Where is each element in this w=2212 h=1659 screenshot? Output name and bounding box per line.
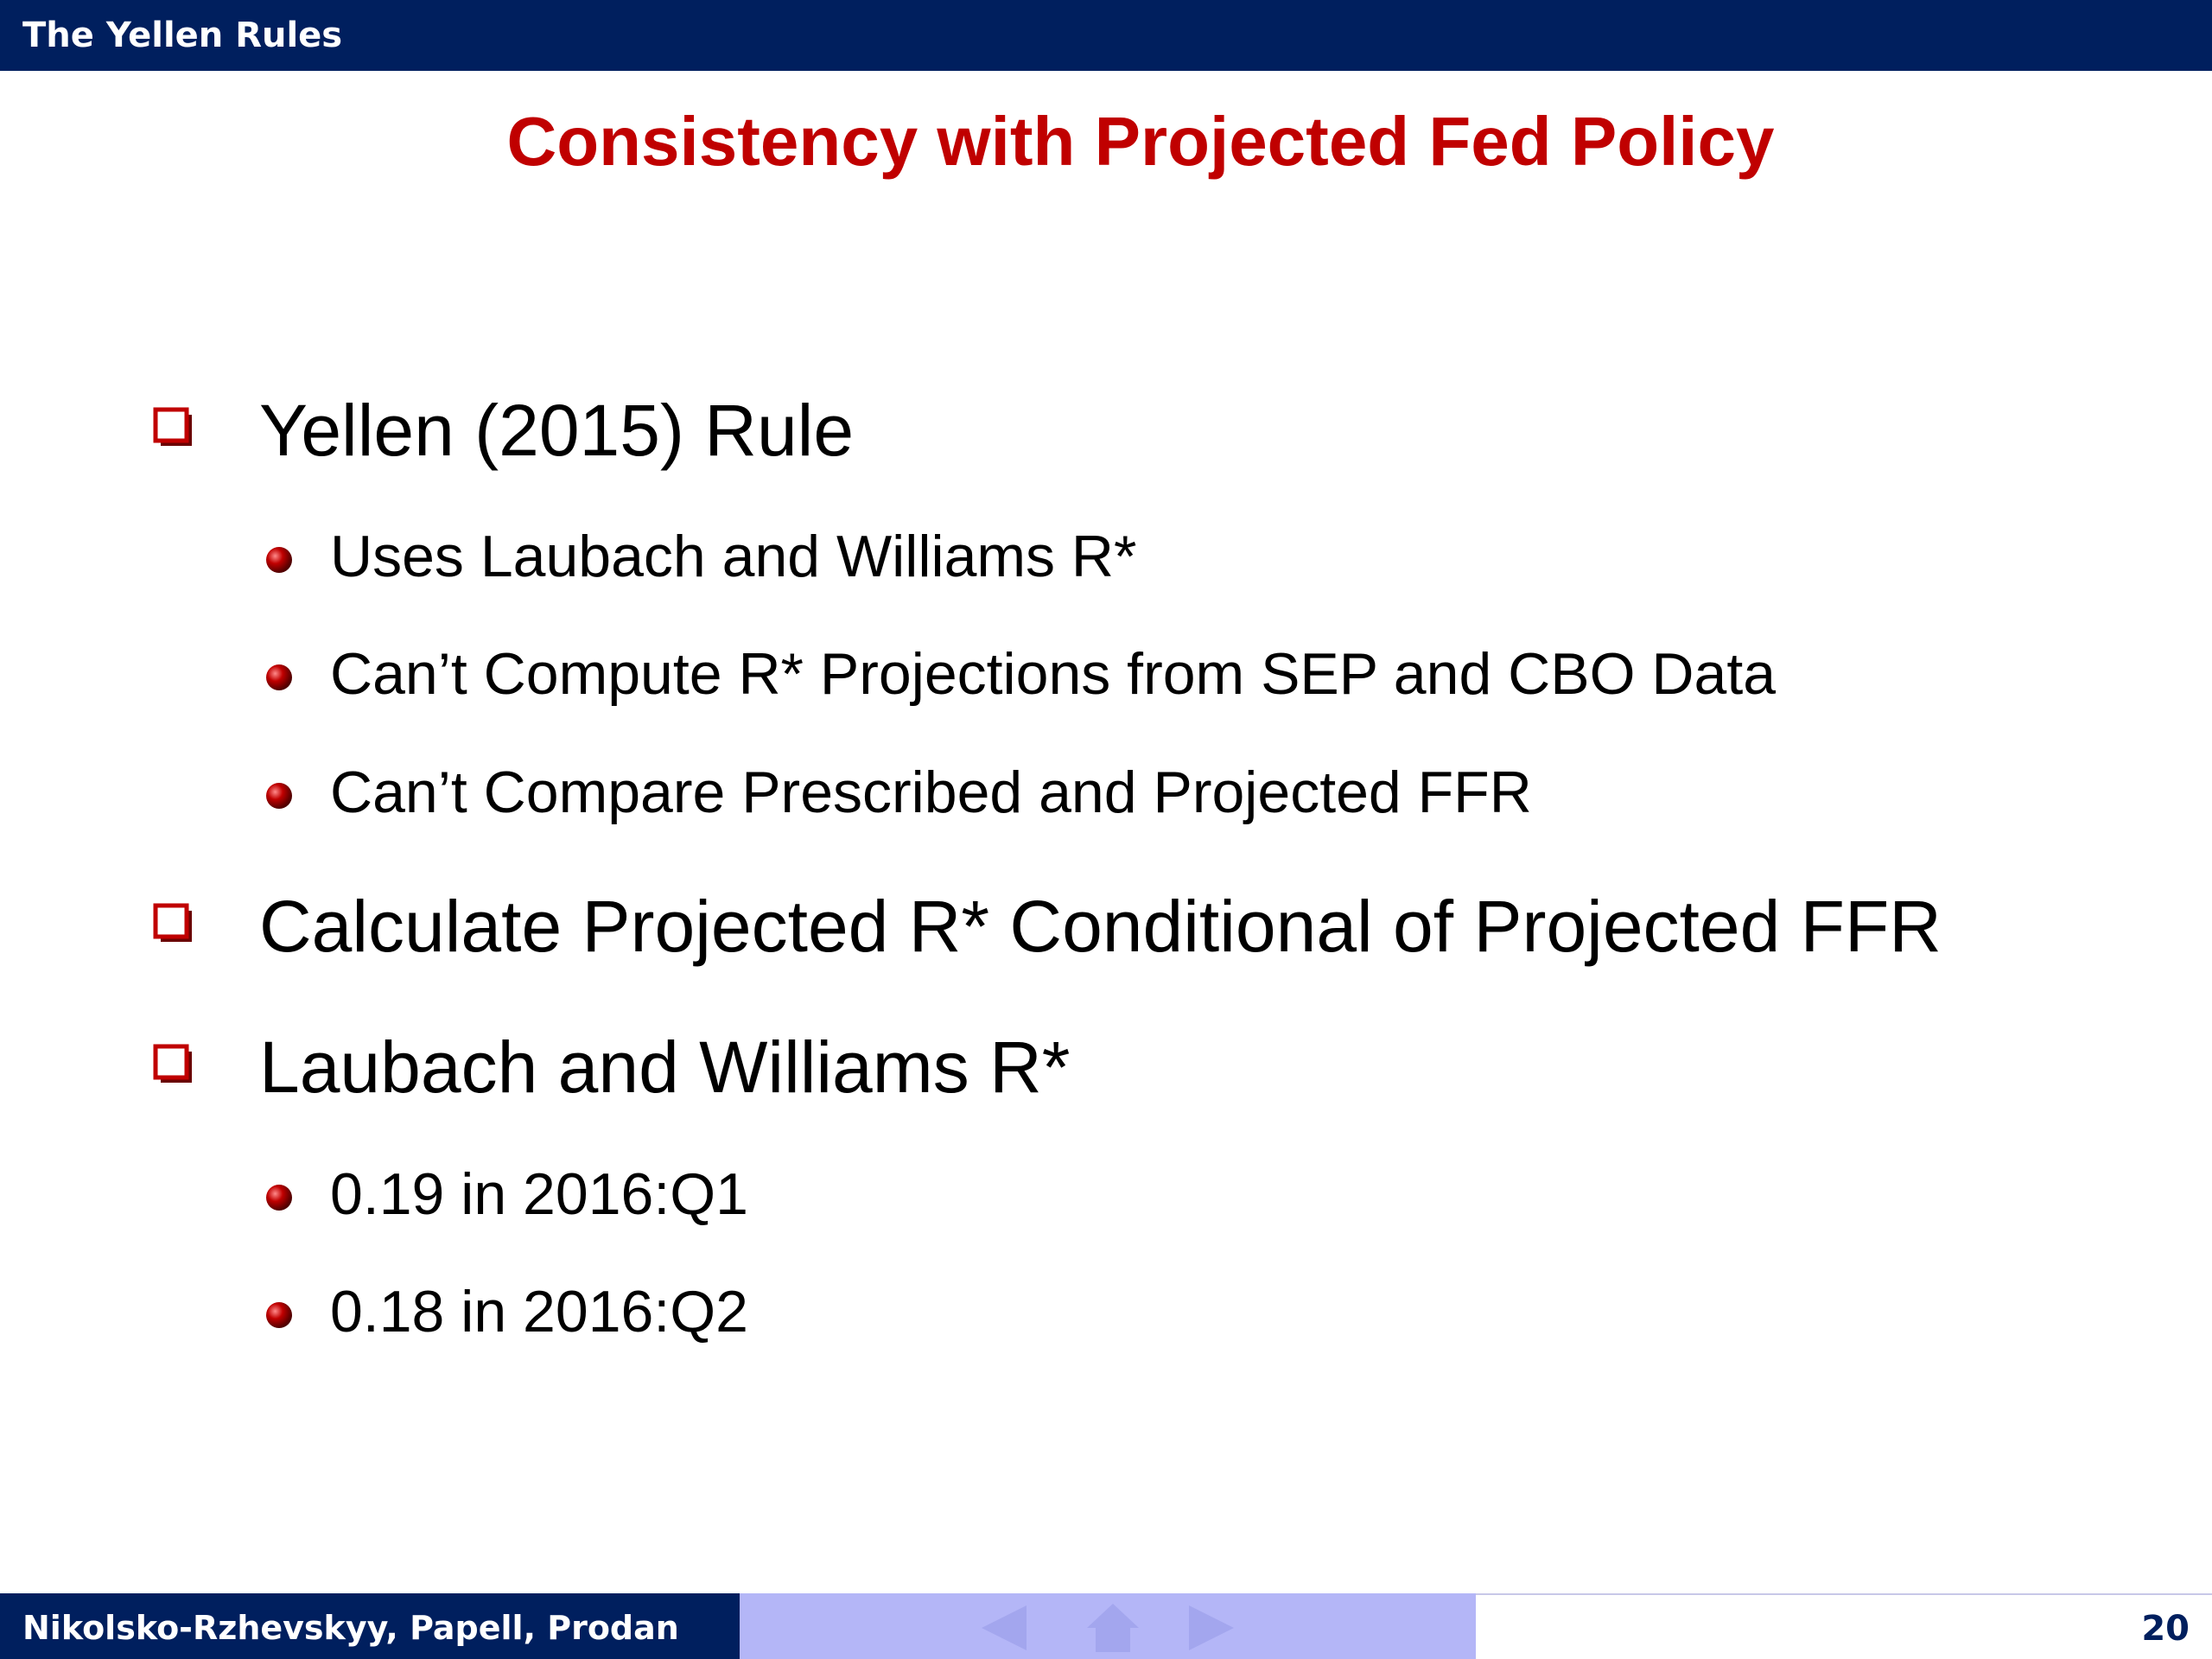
bullet-item: Laubach and Williams R* bbox=[0, 1024, 2160, 1110]
sub-bullet-item: Can’t Compare Prescribed and Projected F… bbox=[0, 758, 2160, 827]
sub-bullet-text: Can’t Compute R* Projections from SEP an… bbox=[330, 641, 1777, 707]
square-bullet-icon bbox=[153, 1044, 192, 1083]
slide-title: Consistency with Projected Fed Policy bbox=[506, 103, 1775, 180]
sub-bullet-text: 0.19 in 2016:Q1 bbox=[330, 1161, 748, 1227]
sub-bullet-item: Uses Laubach and Williams R* bbox=[0, 522, 2160, 591]
sub-bullet-text: 0.18 in 2016:Q2 bbox=[330, 1279, 748, 1344]
ball-bullet-icon bbox=[266, 1302, 292, 1328]
ball-bullet-icon bbox=[266, 1185, 292, 1211]
sub-bullet-text: Can’t Compare Prescribed and Projected F… bbox=[330, 760, 1532, 825]
prev-arrow-icon[interactable] bbox=[976, 1600, 1032, 1656]
bullet-text: Laubach and Williams R* bbox=[259, 1027, 1071, 1108]
ball-bullet-icon bbox=[266, 783, 292, 809]
page-number: 20 bbox=[2141, 1609, 2190, 1649]
sub-bullet-item: Can’t Compute R* Projections from SEP an… bbox=[0, 639, 2160, 709]
next-arrow-icon[interactable] bbox=[1184, 1600, 1239, 1656]
header-bar: The Yellen Rules bbox=[0, 0, 2212, 71]
bullet-item: Yellen (2015) Rule bbox=[0, 387, 2160, 474]
bullet-item: Calculate Projected R* Conditional of Pr… bbox=[0, 883, 2160, 969]
square-bullet-icon bbox=[153, 903, 192, 942]
presentation-title: The Yellen Rules bbox=[22, 16, 343, 55]
sub-bullet-text: Uses Laubach and Williams R* bbox=[330, 524, 1137, 589]
ball-bullet-icon bbox=[266, 547, 292, 573]
bullet-text: Calculate Projected R* Conditional of Pr… bbox=[259, 886, 1942, 967]
square-bullet-icon bbox=[153, 407, 192, 446]
footer-authors-bar: Nikolsko-Rzhevskyy, Papell, Prodan bbox=[0, 1593, 740, 1659]
footer-authors: Nikolsko-Rzhevskyy, Papell, Prodan bbox=[22, 1609, 679, 1647]
sub-bullet-item: 0.18 in 2016:Q2 bbox=[0, 1277, 2160, 1346]
ball-bullet-icon bbox=[266, 664, 292, 690]
home-icon[interactable] bbox=[1085, 1600, 1141, 1656]
bullet-text: Yellen (2015) Rule bbox=[259, 390, 855, 471]
sub-bullet-item: 0.19 in 2016:Q1 bbox=[0, 1160, 2160, 1229]
footer-page-bar: 20 bbox=[1476, 1593, 2212, 1659]
